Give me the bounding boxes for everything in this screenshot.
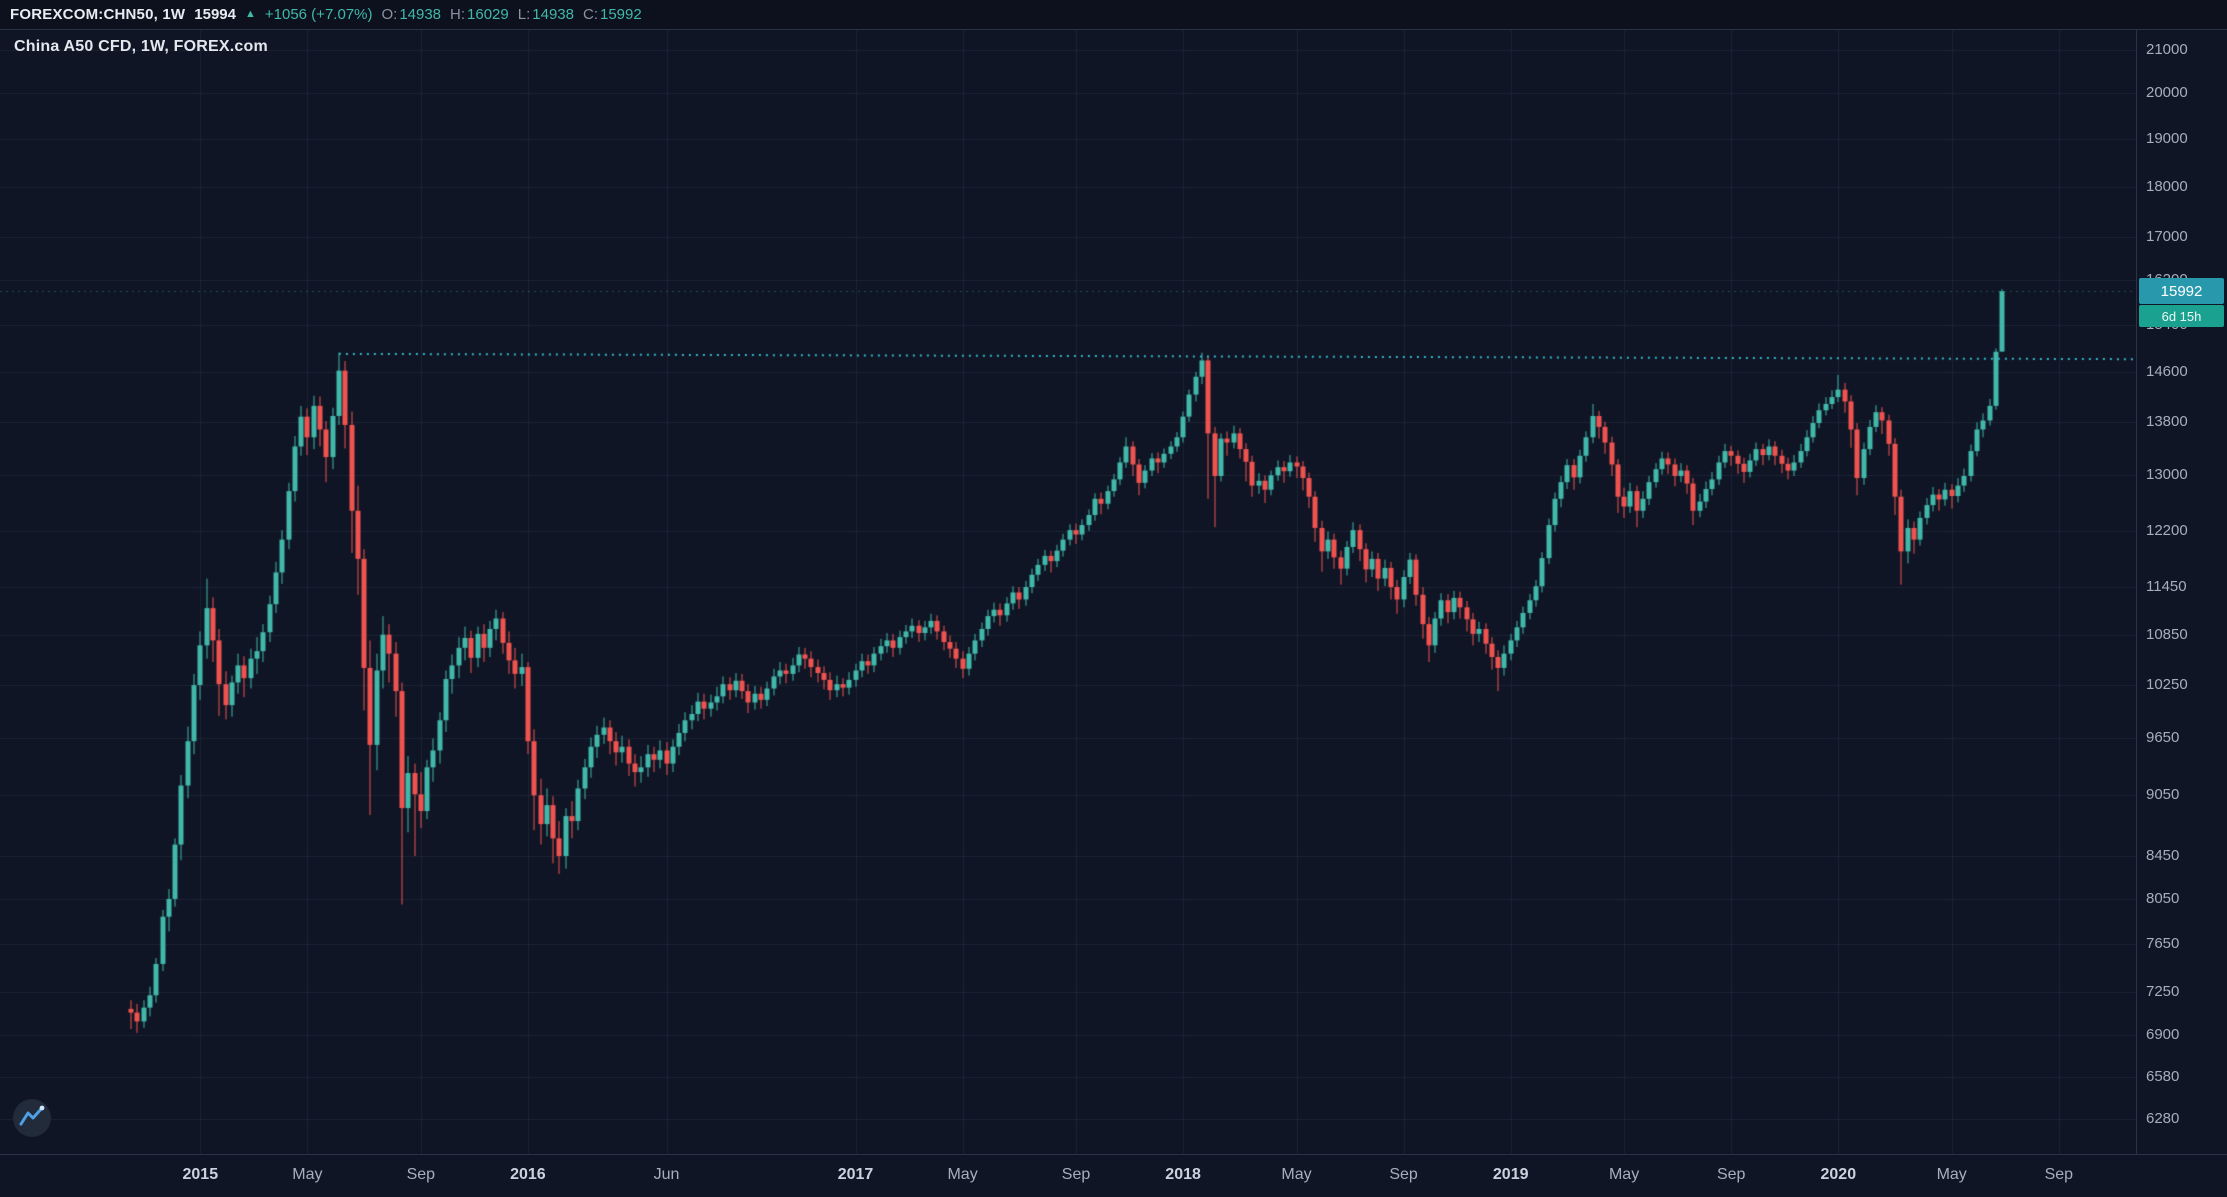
- low-label: L:: [517, 6, 531, 23]
- time-tick-label: 2015: [182, 1166, 219, 1183]
- time-axis[interactable]: 2015 May Sep 2016 Jun 2017 May Sep 2018 May Sep 201…: [0, 1154, 2227, 1197]
- price-tick-label: 9050: [2146, 786, 2180, 804]
- last-price-badge: 15992: [2139, 278, 2224, 305]
- price-tick-label: 13800: [2146, 412, 2188, 430]
- last-price-value: 15994: [194, 6, 236, 23]
- price-tick-label: 10250: [2146, 676, 2188, 694]
- time-tick-label: Sep: [1716, 1166, 1746, 1183]
- time-tick-label: Sep: [2044, 1166, 2074, 1183]
- open-label: O:: [381, 6, 398, 23]
- price-tick-label: 11450: [2146, 578, 2187, 596]
- price-tick-label: 7250: [2146, 982, 2180, 1000]
- symbol-info-bar: FOREXCOM:CHN50, 1W 15994 ▲ +1056 (+7.07%…: [0, 0, 2227, 30]
- price-tick-label: 8050: [2146, 889, 2180, 907]
- symbol-title[interactable]: FOREXCOM:CHN50, 1W: [10, 6, 186, 23]
- ohlc-open: O: 14938: [381, 6, 441, 23]
- tradingview-logo[interactable]: [12, 1098, 52, 1138]
- time-tick-label: May: [1281, 1166, 1312, 1183]
- tradingview-logo-icon: [13, 1099, 51, 1137]
- price-tick-label: 6580: [2146, 1068, 2180, 1086]
- price-tick-label: 19000: [2146, 129, 2188, 147]
- chart-legend-title[interactable]: China A50 CFD, 1W, FOREX.com: [14, 38, 268, 55]
- price-change: +1056 (+7.07%): [264, 6, 373, 23]
- price-tick-label: 6280: [2146, 1109, 2180, 1127]
- ohlc-close: C: 15992: [583, 6, 642, 23]
- price-tick-label: 12200: [2146, 521, 2188, 539]
- price-tick-label: 20000: [2146, 84, 2188, 102]
- high-label: H:: [450, 6, 466, 23]
- time-tick-label: Sep: [406, 1166, 436, 1183]
- price-tick-label: 7650: [2146, 935, 2180, 953]
- price-tick-label: 14600: [2146, 362, 2188, 380]
- time-tick-label: Sep: [1389, 1166, 1418, 1183]
- price-tick-label: 6900: [2146, 1026, 2180, 1044]
- price-tick-label: 21000: [2146, 41, 2188, 59]
- time-tick-label: Sep: [1061, 1166, 1091, 1183]
- open-value: 14938: [399, 6, 442, 23]
- price-tick-label: 13000: [2146, 465, 2188, 483]
- time-tick-label: May: [292, 1166, 323, 1183]
- price-chart-canvas[interactable]: [0, 30, 2136, 1154]
- time-tick-label: 2017: [837, 1166, 874, 1183]
- price-tick-label: 10850: [2146, 625, 2188, 643]
- ohlc-high: H: 16029: [450, 6, 509, 23]
- time-tick-label: 2018: [1165, 1166, 1201, 1183]
- price-tick-label: 18000: [2146, 177, 2188, 195]
- time-tick-label: May: [1936, 1166, 1967, 1183]
- time-tick-label: Jun: [653, 1166, 680, 1183]
- price-axis[interactable]: 15992 6d 15h 210002000019000180001700016…: [2136, 30, 2227, 1154]
- time-tick-label: May: [947, 1166, 978, 1183]
- time-tick-label: 2020: [1820, 1166, 1857, 1183]
- price-tick-label: 9650: [2146, 729, 2180, 747]
- ohlc-low: L: 14938: [518, 6, 574, 23]
- high-value: 16029: [467, 6, 509, 23]
- close-label: C:: [582, 6, 598, 23]
- time-tick-label: 2016: [510, 1166, 546, 1183]
- close-value: 15992: [599, 6, 642, 23]
- price-tick-label: 8450: [2146, 847, 2180, 864]
- bar-countdown-badge: 6d 15h: [2139, 305, 2224, 328]
- price-tick-label: 17000: [2146, 228, 2188, 246]
- low-value: 14938: [532, 6, 574, 23]
- change-up-arrow-icon: ▲: [245, 7, 256, 20]
- time-tick-label: May: [1608, 1166, 1640, 1183]
- chart-plot-area: China A50 CFD, 1W, FOREX.com: [0, 30, 2136, 1154]
- time-tick-label: 2019: [1492, 1166, 1529, 1183]
